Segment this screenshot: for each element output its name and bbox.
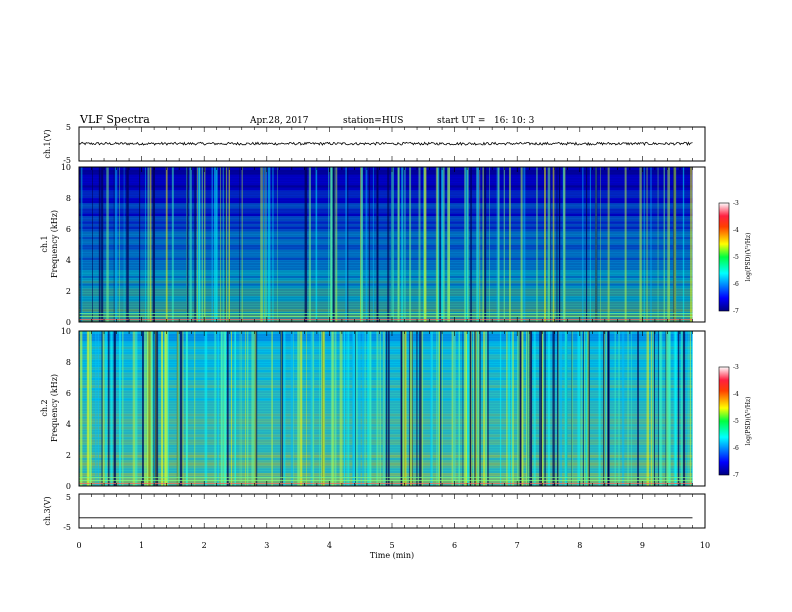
figure-start-time: start UT = 16: 10: 3 (437, 116, 535, 126)
time-axis-ticks: 0 1 2 3 4 5 6 7 8 9 10 (76, 541, 710, 550)
ch3-waveform-panel: 5 -5 ch.3(V) (43, 493, 706, 532)
ch2-ytick-4: 4 (66, 420, 71, 429)
ch2-cb-tick-m6: -6 (733, 445, 739, 452)
ch1-waveform-ylabel: ch.1(V) (43, 129, 52, 158)
ch1-frequency-label: Frequency (kHz) (50, 210, 59, 278)
xtick-4: 4 (327, 541, 332, 550)
ch2-ytick-6: 6 (66, 389, 71, 398)
ch2-cb-tick-m3: -3 (733, 364, 739, 371)
ch1-cb-tick-m7: -7 (733, 308, 739, 315)
ch2-frequency-label: Frequency (kHz) (50, 374, 59, 442)
ch1-waveform-ticks (78, 127, 706, 161)
ch2-ytick-2: 2 (66, 451, 71, 460)
ch3-waveform-ylabel: ch.3(V) (43, 496, 52, 525)
ch1-ytick-2: 2 (66, 287, 71, 296)
xtick-1: 1 (139, 541, 144, 550)
ch3-ytick-bottom: -5 (63, 523, 71, 532)
ch1-ytick-top: 5 (66, 123, 71, 132)
ch2-colorbar-gradient (718, 366, 730, 476)
ch1-waveform-panel: 5 -5 ch.1(V) (43, 123, 706, 165)
ch3-waveform-frame (78, 493, 706, 529)
ch3-ytick-top: 5 (66, 493, 71, 502)
ch1-spectrogram-ticks (78, 167, 706, 322)
xtick-3: 3 (264, 541, 269, 550)
ch1-ytick-8: 8 (66, 194, 71, 203)
ch1-waveform-line (78, 141, 693, 147)
ch1-ytick-bottom: -5 (63, 156, 71, 165)
ch3-waveform-ticks (78, 494, 706, 528)
xtick-7: 7 (515, 541, 520, 550)
ch1-spectrogram-image (79, 167, 693, 323)
ch2-cb-tick-m4: -4 (733, 391, 739, 398)
ch2-ytick-10: 10 (61, 327, 71, 336)
ch1-colorbar-label: log(PSD)(V²/Hz) (745, 233, 752, 282)
figure-date: Apr.28, 2017 (249, 116, 309, 126)
ch1-colorbar-gradient (718, 202, 730, 312)
ch2-channel-label: ch.2 (40, 399, 49, 416)
ch2-spectrogram-image (79, 331, 693, 487)
time-axis-label: Time (min) (370, 551, 414, 560)
ch2-cb-tick-m7: -7 (733, 472, 739, 479)
ch2-colorbar-label: log(PSD)(V²/Hz) (745, 397, 752, 446)
ch1-ytick-10: 10 (61, 163, 71, 172)
ch2-ytick-0: 0 (66, 482, 71, 491)
ch2-spectrogram-ticks (78, 331, 706, 486)
ch2-ytick-8: 8 (66, 358, 71, 367)
ch1-cb-tick-m4: -4 (733, 227, 739, 234)
ch1-ytick-6: 6 (66, 225, 71, 234)
ch2-spectrogram-yticks: 0 2 4 6 8 10 (61, 327, 71, 491)
ch1-cb-tick-m3: -3 (733, 200, 739, 207)
xtick-0: 0 (76, 541, 81, 550)
ch2-colorbar: -3 -4 -5 -6 -7 log(PSD)(V²/Hz) (718, 364, 752, 479)
xtick-8: 8 (577, 541, 582, 550)
xtick-10: 10 (700, 541, 710, 550)
ch2-cb-tick-m5: -5 (733, 418, 739, 425)
xtick-9: 9 (640, 541, 645, 550)
figure-title: VLF Spectra (79, 113, 150, 126)
xtick-5: 5 (389, 541, 394, 550)
ch1-ytick-4: 4 (66, 256, 71, 265)
ch1-spectrogram-yticks: 0 2 4 6 8 10 (61, 163, 71, 327)
ch1-channel-label: ch.1 (40, 235, 49, 252)
ch1-ytick-0: 0 (66, 318, 71, 327)
ch2-spectrogram-panel: 0 2 4 6 8 10 ch.2 Frequency (kHz) (40, 327, 706, 491)
ch1-cb-tick-m6: -6 (733, 281, 739, 288)
ch1-cb-tick-m5: -5 (733, 254, 739, 261)
xtick-2: 2 (202, 541, 207, 550)
ch1-colorbar: -3 -4 -5 -6 -7 log(PSD)(V²/Hz) (718, 200, 752, 315)
ch1-spectrogram-panel: 0 2 4 6 8 10 ch.1 Frequency (kHz) (40, 163, 706, 327)
xtick-6: 6 (452, 541, 457, 550)
figure-station: station=HUS (343, 116, 403, 126)
